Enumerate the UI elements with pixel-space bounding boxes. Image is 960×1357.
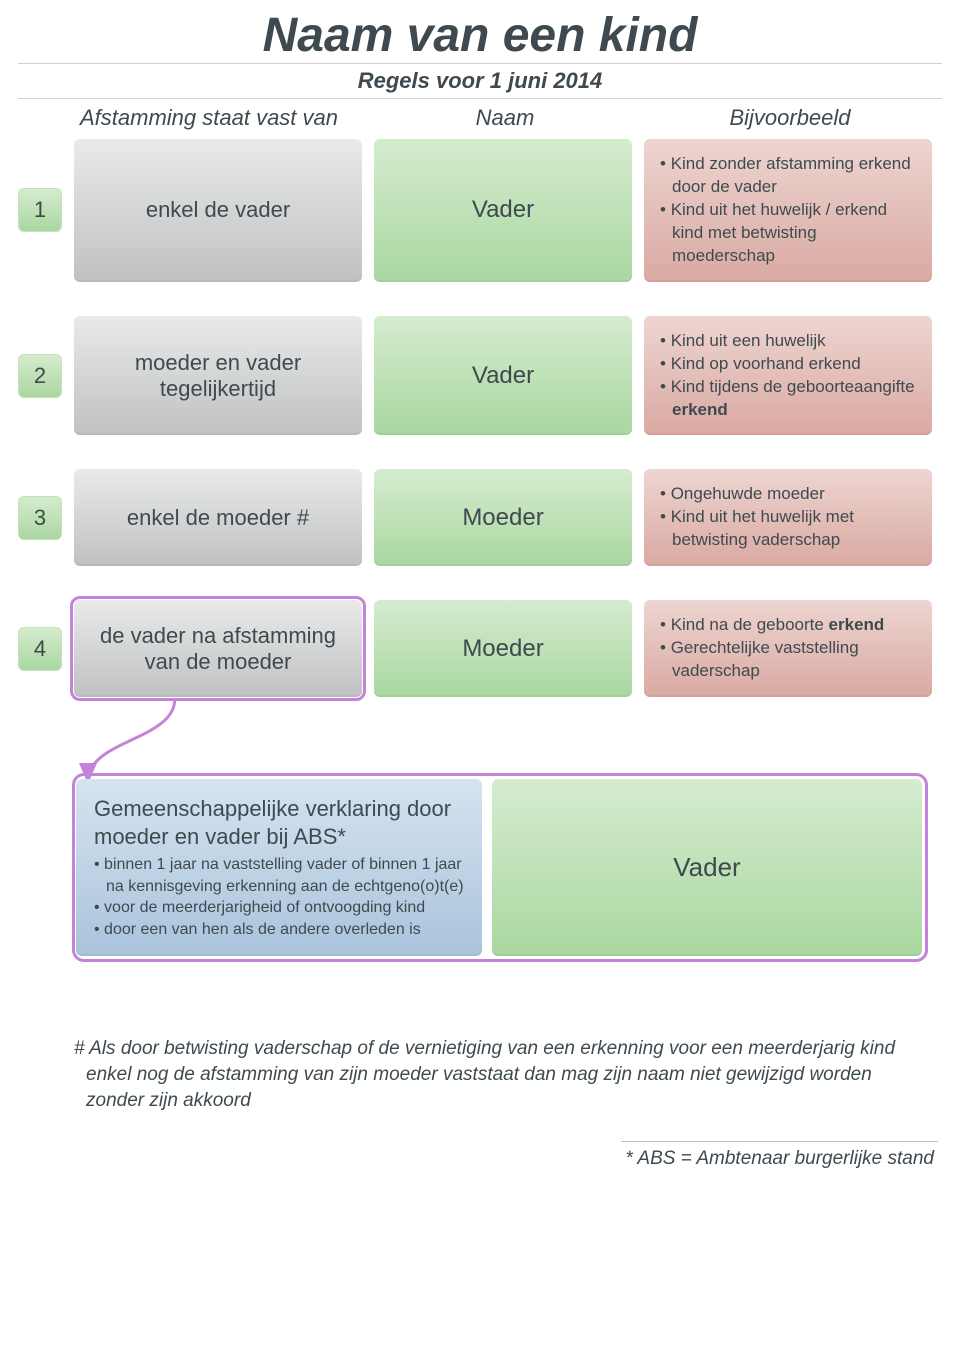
page-title: Naam van een kind — [18, 0, 942, 63]
example-item: Kind op voorhand erkend — [660, 353, 916, 376]
detail-title: Gemeenschappelijke verklaring door moede… — [94, 795, 464, 850]
bijvoorbeeld-cell: Kind zonder afstamming erkend door de va… — [644, 139, 932, 282]
example-list: Ongehuwde moederKind uit het huwelijk me… — [660, 483, 916, 552]
header-bijvoorbeeld: Bijvoorbeeld — [646, 105, 934, 131]
naam-cell: Moeder — [374, 469, 632, 566]
example-item: Ongehuwde moeder — [660, 483, 916, 506]
example-item: Kind uit een huwelijk — [660, 330, 916, 353]
bijvoorbeeld-cell: Kind uit een huwelijkKind op voorhand er… — [644, 316, 932, 436]
header-naam: Naam — [376, 105, 634, 131]
detail-item: door een van hen als de andere overleden… — [94, 919, 464, 941]
page: Naam van een kind Regels voor 1 juni 201… — [0, 0, 960, 1202]
column-headers: Afstamming staat vast van Naam Bijvoorbe… — [18, 105, 942, 131]
detail-item: voor de meerderjarigheid of ontvoogding … — [94, 897, 464, 919]
abs-footnote: * ABS = Ambtenaar burgerlijke stand — [621, 1141, 938, 1172]
row-number-badge: 2 — [18, 354, 62, 398]
naam-cell: Vader — [374, 139, 632, 282]
example-list: Kind uit een huwelijkKind op voorhand er… — [660, 330, 916, 422]
example-item: Kind na de geboorte erkend — [660, 614, 916, 637]
afstamming-cell: moeder en vader tegelijkertijd — [74, 316, 362, 436]
row-number-badge: 1 — [18, 188, 62, 232]
connector-arrow-icon — [40, 695, 440, 789]
example-item: Kind uit het huwelijk met betwisting vad… — [660, 506, 916, 552]
detail-row: Gemeenschappelijke verklaring door moede… — [18, 779, 942, 956]
hash-note: # Als door betwisting vaderschap of de v… — [18, 986, 942, 1123]
detail-item-list: binnen 1 jaar na vaststelling vader of b… — [94, 854, 464, 940]
detail-result-label: Vader — [508, 852, 906, 883]
example-item: Gerechtelijke vaststelling vaderschap — [660, 637, 916, 683]
afstamming-cell: enkel de vader — [74, 139, 362, 282]
highlight-border — [70, 596, 366, 701]
detail-item: binnen 1 jaar na vaststelling vader of b… — [94, 854, 464, 897]
page-subtitle: Regels voor 1 juni 2014 — [18, 63, 942, 99]
example-list: Kind zonder afstamming erkend door de va… — [660, 153, 916, 268]
table-row: 3 enkel de moeder #Moeder Ongehuwde moeder… — [18, 469, 942, 566]
bijvoorbeeld-cell: Kind na de geboorte erkendGerechtelijke … — [644, 600, 932, 697]
afstamming-cell: enkel de moeder # — [74, 469, 362, 566]
detail-condition-cell: Gemeenschappelijke verklaring door moede… — [76, 779, 482, 956]
row-number-badge: 4 — [18, 627, 62, 671]
example-item: Kind tijdens de geboorteaangifte erkend — [660, 376, 916, 422]
row-number-badge: 3 — [18, 496, 62, 540]
example-item: Kind uit het huwelijk / erkend kind met … — [660, 199, 916, 268]
example-item: Kind zonder afstamming erkend door de va… — [660, 153, 916, 199]
detail-result-cell: Vader — [492, 779, 922, 956]
table-row: 4 de vader na afstamming van de moederMoe… — [18, 600, 942, 697]
rows-container: 1 enkel de vaderVader Kind zonder afstammi… — [18, 139, 942, 697]
header-afstamming: Afstamming staat vast van — [76, 105, 364, 131]
bijvoorbeeld-cell: Ongehuwde moederKind uit het huwelijk me… — [644, 469, 932, 566]
table-row: 1 enkel de vaderVader Kind zonder afstammi… — [18, 139, 942, 282]
example-list: Kind na de geboorte erkendGerechtelijke … — [660, 614, 916, 683]
naam-cell: Vader — [374, 316, 632, 436]
afstamming-cell: de vader na afstamming van de moeder — [74, 600, 362, 697]
table-row: 2 moeder en vader tegelijkertijdVader Kind… — [18, 316, 942, 436]
naam-cell: Moeder — [374, 600, 632, 697]
